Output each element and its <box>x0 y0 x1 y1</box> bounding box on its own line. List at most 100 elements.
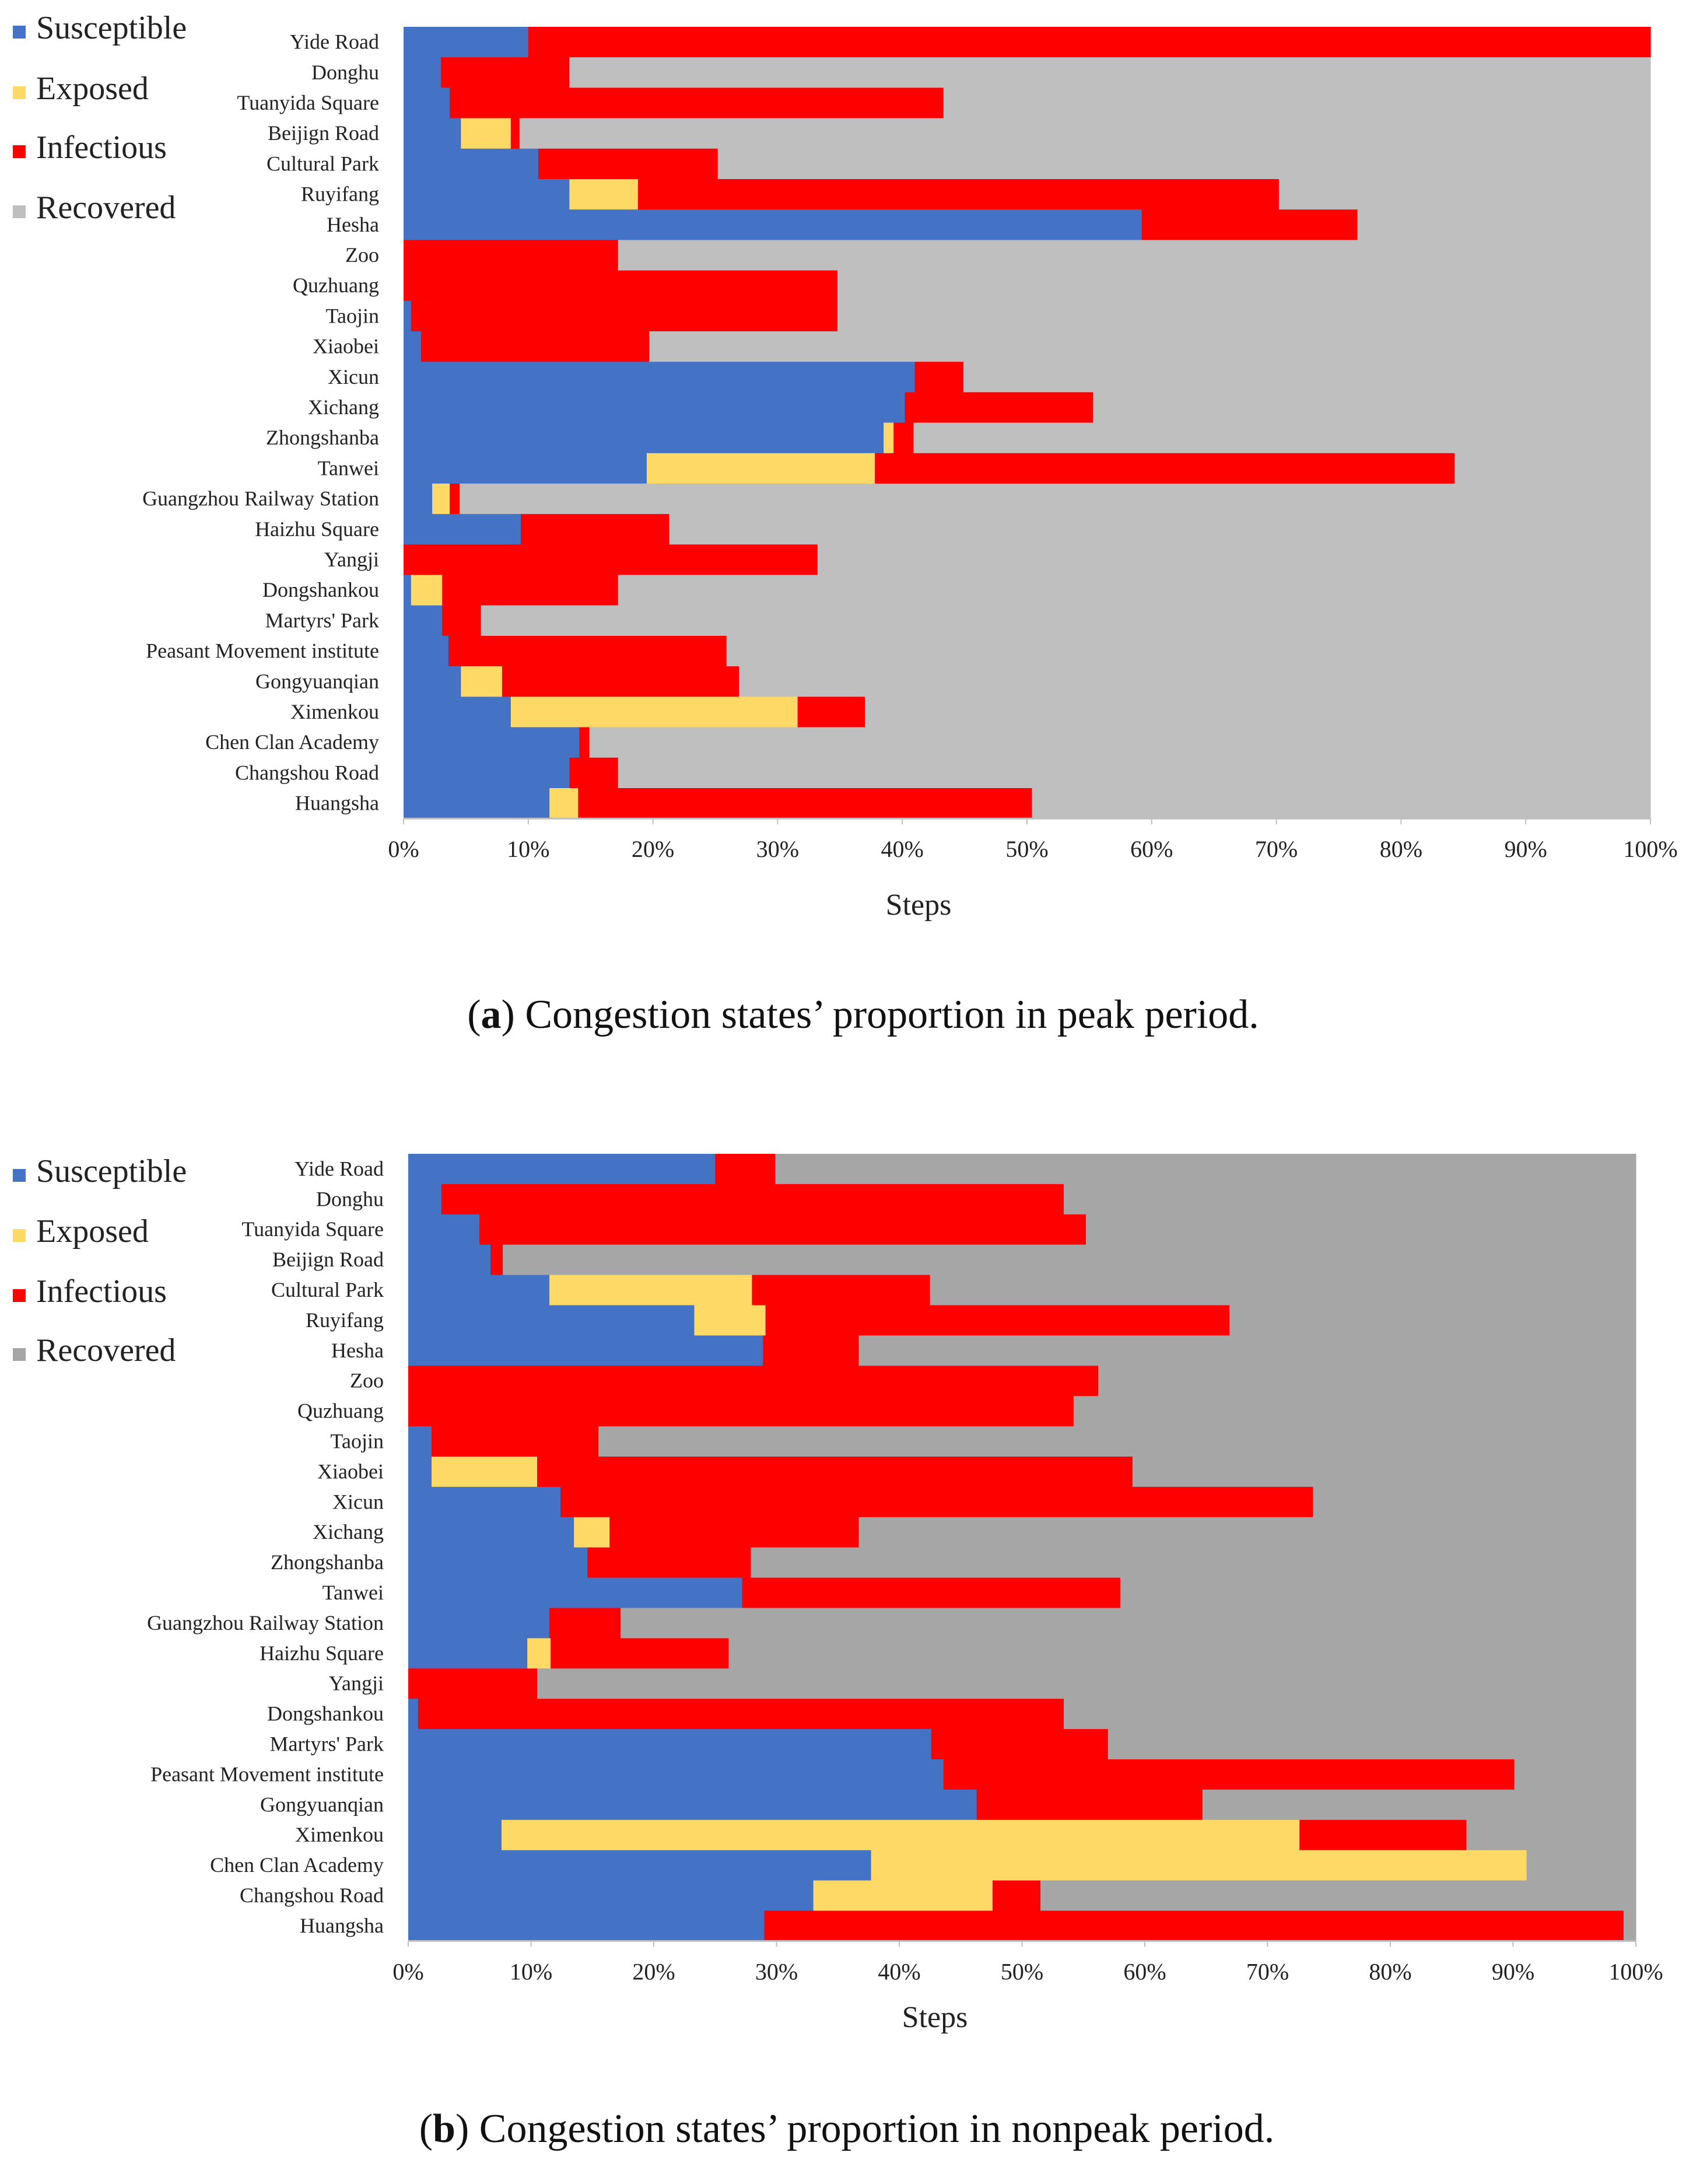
nonpeak-bar-hesha-susceptible <box>408 1335 763 1366</box>
peak-bar-haizhu-square-recovered <box>669 514 1651 545</box>
nonpeak-bars <box>408 1154 1636 1941</box>
chart-nonpeak-period: Yide Road Donghu Tuanyida Square Beijign Ro… <box>13 1153 1663 2034</box>
nonpeak-category-label: Chen Clan Academy <box>210 1853 384 1877</box>
nonpeak-bar-xiaobei-susceptible <box>408 1457 432 1488</box>
peak-category-label: Huangsha <box>295 792 379 815</box>
nonpeak-bar-ximenkou-infectious <box>1299 1819 1467 1851</box>
peak-bar-changshou-road-recovered <box>618 757 1651 789</box>
nonpeak-bar-quzhuang-recovered <box>1073 1396 1636 1427</box>
peak-bar-beijign-road-recovered <box>519 118 1651 149</box>
peak-bar-donghu-susceptible <box>404 57 441 88</box>
nonpeak-category-label: Tuanyida Square <box>241 1217 384 1241</box>
nonpeak-bar-xichang-infectious <box>609 1517 860 1548</box>
nonpeak-bar-chen-clan-academy-susceptible <box>408 1850 872 1881</box>
nonpeak-bar-donghu-recovered <box>1064 1184 1636 1215</box>
nonpeak-x-tick-label: 100% <box>1608 1958 1663 1985</box>
nonpeak-x-tick-label: 90% <box>1492 1958 1534 1985</box>
peak-bar-xichang-recovered <box>1093 392 1651 424</box>
nonpeak-category-label: Dongshankou <box>267 1702 384 1726</box>
peak-bar-xichang-susceptible <box>404 392 906 424</box>
peak-bar-yide-road-infectious <box>528 27 1651 58</box>
peak-bar-xicun-recovered <box>963 362 1651 393</box>
peak-bar-donghu-recovered <box>569 57 1651 88</box>
peak-bar-cultural-park-infectious <box>538 148 718 180</box>
caption-a-close: ) <box>502 992 515 1037</box>
nonpeak-category-label: Yangji <box>329 1672 384 1695</box>
peak-legend-label-susceptible: Susceptible <box>36 10 187 46</box>
nonpeak-bar-tanwei-susceptible <box>408 1577 743 1609</box>
peak-bar-tanwei-exposed <box>646 453 875 484</box>
peak-category-label: Zhongshanba <box>266 426 379 449</box>
nonpeak-category-label: Tanwei <box>323 1581 384 1604</box>
nonpeak-legend-label-exposed: Exposed <box>36 1213 149 1250</box>
nonpeak-bar-xicun-susceptible <box>408 1486 561 1518</box>
peak-bar-hesha-recovered <box>1357 209 1651 240</box>
nonpeak-category-label: Yide Road <box>295 1157 384 1180</box>
nonpeak-bar-chen-clan-academy-recovered <box>1526 1850 1636 1881</box>
peak-bar-xicun-susceptible <box>404 362 916 393</box>
nonpeak-bar-ruyifang-recovered <box>1229 1305 1636 1336</box>
nonpeak-bar-donghu-susceptible <box>408 1184 442 1215</box>
peak-bar-haizhu-square-susceptible <box>404 514 521 545</box>
nonpeak-bar-haizhu-square-susceptible <box>408 1638 528 1669</box>
caption-b-label: b <box>433 2106 455 2151</box>
peak-category-label: Tanwei <box>318 456 379 480</box>
nonpeak-bar-taojin-infectious <box>432 1426 599 1457</box>
nonpeak-x-tick-label: 10% <box>510 1958 552 1985</box>
nonpeak-bar-beijign-road-infectious <box>490 1244 503 1276</box>
peak-bar-hesha-infectious <box>1141 209 1358 240</box>
nonpeak-category-label: Xiaobei <box>317 1460 384 1483</box>
nonpeak-bar-yide-road-recovered <box>775 1154 1636 1185</box>
nonpeak-bar-xicun-recovered <box>1313 1486 1636 1518</box>
peak-bar-peasant-movement-institute-susceptible <box>404 636 449 667</box>
nonpeak-bar-guangzhou-railway-station-susceptible <box>408 1608 550 1639</box>
nonpeak-legend-swatch-infectious <box>13 1289 26 1302</box>
nonpeak-bar-zhongshanba-susceptible <box>408 1547 588 1578</box>
peak-x-tick-label: 10% <box>507 836 549 862</box>
peak-bar-quzhuang-recovered <box>837 270 1651 302</box>
caption-b: (b) Congestion states’ proportion in non… <box>419 2106 1275 2151</box>
nonpeak-bar-hesha-infectious <box>763 1335 860 1366</box>
peak-bar-xichang-infectious <box>905 392 1093 424</box>
peak-bar-cultural-park-recovered <box>717 148 1651 180</box>
peak-bar-tanwei-infectious <box>875 453 1455 484</box>
nonpeak-category-label: Hesha <box>331 1339 384 1362</box>
nonpeak-bar-martyrs-park-susceptible <box>408 1729 932 1760</box>
nonpeak-bar-dongshankou-susceptible <box>408 1699 419 1730</box>
nonpeak-bar-changshou-road-infectious <box>992 1880 1041 1912</box>
nonpeak-bar-ruyifang-infectious <box>765 1305 1230 1336</box>
peak-bar-ximenkou-infectious <box>797 696 865 728</box>
peak-bar-ruyifang-exposed <box>569 179 639 210</box>
nonpeak-legend-label-susceptible: Susceptible <box>36 1153 187 1189</box>
peak-bar-yangji-recovered <box>817 544 1651 576</box>
nonpeak-category-label: Ximenkou <box>295 1823 384 1846</box>
peak-bar-martyrs-park-susceptible <box>404 605 443 636</box>
nonpeak-legend-swatch-exposed <box>13 1229 26 1242</box>
peak-bar-guangzhou-railway-station-exposed <box>432 484 450 514</box>
nonpeak-bar-xiaobei-recovered <box>1132 1457 1636 1488</box>
peak-bar-gongyuanqian-exposed <box>461 666 503 697</box>
nonpeak-bar-ruyifang-exposed <box>694 1305 766 1336</box>
peak-bar-ximenkou-exposed <box>510 696 798 728</box>
nonpeak-category-label: Cultural Park <box>271 1278 384 1301</box>
nonpeak-bar-beijign-road-recovered <box>503 1244 1636 1276</box>
peak-bar-huangsha-infectious <box>578 788 1033 819</box>
nonpeak-category-label: Beijign Road <box>272 1248 384 1271</box>
peak-bar-xiaobei-recovered <box>649 331 1651 362</box>
peak-category-label: Guangzhou Railway Station <box>142 487 379 510</box>
nonpeak-category-label: Peasant Movement institute <box>150 1762 384 1786</box>
peak-bar-zhongshanba-infectious <box>893 422 914 454</box>
peak-x-axis-title: Steps <box>886 888 952 922</box>
nonpeak-x-ticks: 0% 10% 20% 30% 40% 50% 60% 70% 80% 90% 100% <box>392 1941 1663 1985</box>
peak-bar-gongyuanqian-infectious <box>502 666 739 697</box>
nonpeak-legend-swatch-recovered <box>13 1348 26 1361</box>
nonpeak-x-tick-label: 80% <box>1369 1958 1411 1985</box>
peak-bar-xicun-infectious <box>914 362 964 393</box>
peak-bar-cultural-park-susceptible <box>404 148 539 180</box>
nonpeak-bar-martyrs-park-recovered <box>1107 1729 1636 1760</box>
peak-bar-martyrs-park-recovered <box>481 605 1651 636</box>
peak-x-tick-label: 100% <box>1623 836 1677 862</box>
peak-category-labels: Yide Road Donghu Tuanyida Square Beijign Ro… <box>142 30 379 815</box>
nonpeak-x-tick-label: 40% <box>878 1958 920 1985</box>
nonpeak-category-label: Zhongshanba <box>271 1550 384 1574</box>
